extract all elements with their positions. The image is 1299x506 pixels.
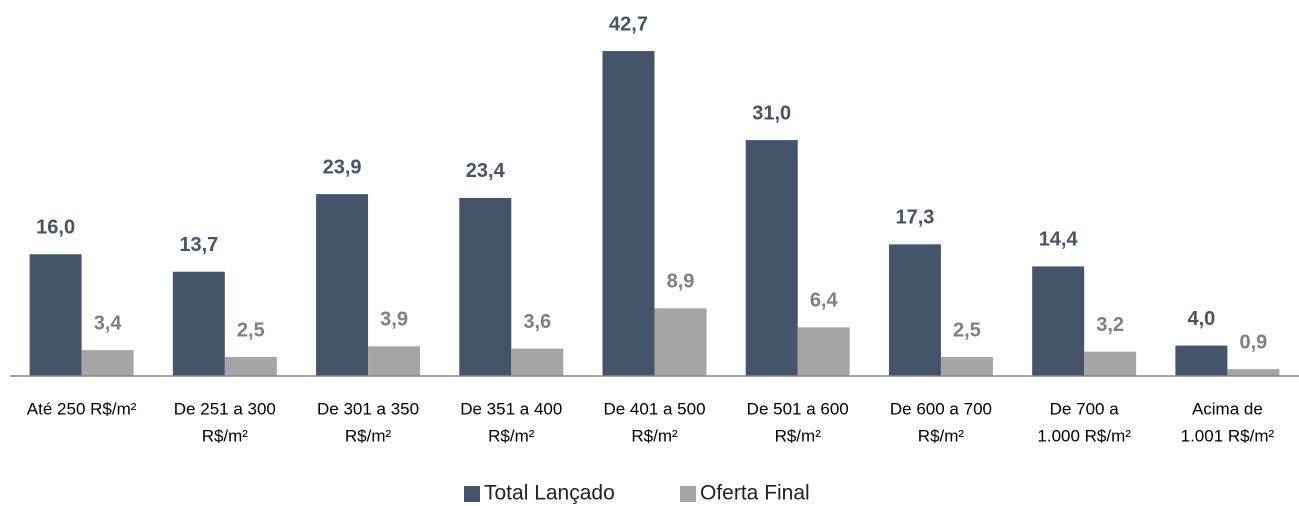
legend-label: Total Lançado: [484, 482, 615, 505]
value-label: 0,9: [1239, 331, 1267, 353]
bar: [511, 348, 564, 376]
value-label: 2,5: [237, 319, 265, 341]
value-label: 3,6: [523, 311, 551, 333]
bar: [459, 197, 512, 376]
x-tick-label: R$/m²: [631, 426, 678, 445]
value-label: 16,0: [36, 217, 75, 239]
bar: [29, 254, 82, 376]
x-tick-label: De 401 a 500: [603, 399, 705, 418]
value-label: 14,4: [1039, 229, 1079, 251]
bar: [888, 244, 941, 376]
value-label: 23,4: [466, 160, 506, 182]
value-label: 3,9: [380, 309, 408, 331]
x-tick-label: De 301 a 350: [317, 399, 419, 418]
bar: [1084, 351, 1137, 376]
value-label: 23,9: [323, 156, 362, 178]
x-tick-label: Acima de: [1192, 399, 1263, 418]
x-tick-label: R$/m²: [918, 426, 965, 445]
x-tick-label: De 351 a 400: [460, 399, 562, 418]
bar: [940, 356, 993, 376]
legend-swatch: [680, 486, 696, 502]
bar: [654, 308, 707, 376]
x-tick-label: 1.001 R$/m²: [1181, 426, 1275, 445]
legend-label: Oferta Final: [700, 482, 810, 505]
x-tick-label: R$/m²: [202, 426, 249, 445]
bar: [81, 350, 134, 376]
value-label: 8,9: [667, 271, 695, 293]
value-label: 17,3: [895, 207, 934, 229]
bar: [316, 194, 369, 376]
bar: [1032, 266, 1085, 376]
x-tick-label: De 251 a 300: [174, 399, 276, 418]
value-label: 2,5: [953, 319, 981, 341]
bar: [602, 51, 655, 376]
x-tick-label: De 501 a 600: [747, 399, 849, 418]
value-label: 3,4: [94, 312, 123, 334]
x-tick-label: De 600 a 700: [890, 399, 992, 418]
x-tick-label: R$/m²: [345, 426, 392, 445]
x-tick-label: De 700 a: [1050, 399, 1120, 418]
bar: [172, 271, 225, 376]
bar: [797, 327, 850, 376]
value-label: 42,7: [609, 13, 648, 35]
x-tick-label: 1.000 R$/m²: [1037, 426, 1131, 445]
bar: [1175, 345, 1228, 376]
bar: [1227, 369, 1280, 376]
bar: [224, 356, 277, 376]
value-label: 3,2: [1096, 314, 1124, 336]
bar: [368, 346, 421, 376]
legend-swatch: [464, 486, 480, 502]
bar: [745, 140, 798, 376]
value-label: 13,7: [179, 234, 218, 256]
x-tick-label: Até 250 R$/m²: [27, 399, 137, 418]
value-label: 6,4: [810, 290, 839, 312]
x-tick-label: R$/m²: [775, 426, 822, 445]
value-label: 4,0: [1187, 308, 1215, 330]
value-label: 31,0: [752, 102, 791, 124]
x-tick-label: R$/m²: [488, 426, 535, 445]
